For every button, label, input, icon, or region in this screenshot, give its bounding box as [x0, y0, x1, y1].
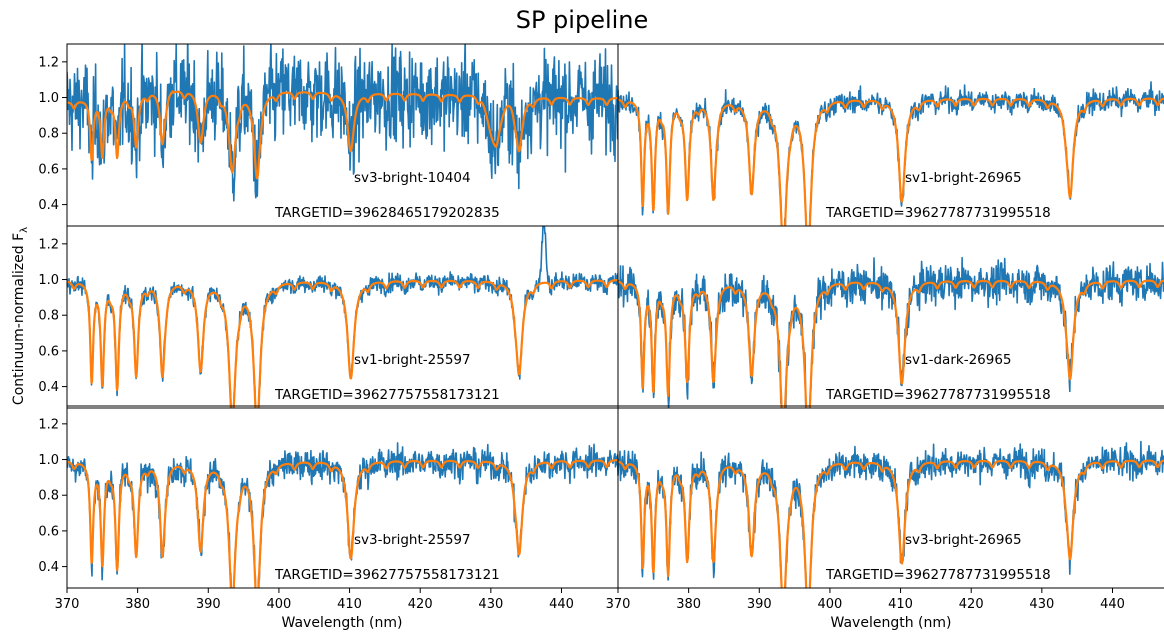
- panel-sv3-bright-26965: sv3-bright-26965 TARGETID=396277877319955…: [606, 405, 1164, 612]
- y-tick-label: 0.6: [38, 162, 59, 177]
- y-axis-label: Continuum-normalized Fλ: [11, 227, 30, 405]
- x-tick-label: 440: [1100, 597, 1125, 612]
- x-axis-label-right: Wavelength (nm): [831, 615, 952, 631]
- y-tick-label: 0.8: [38, 127, 59, 142]
- x-tick-label: 370: [55, 597, 80, 612]
- y-axis-label-main: Continuum-normalized F: [11, 233, 27, 405]
- model-spectrum-sv3-bright-10404: [67, 90, 618, 180]
- model-spectrum-sv1-bright-25597: [67, 279, 618, 408]
- model-spectrum-sv3-bright-25597: [67, 459, 618, 588]
- x-tick-label: 390: [747, 597, 772, 612]
- panel-sv3-bright-25597: sv3-bright-25597 TARGETID=396277575581731…: [38, 405, 619, 612]
- panel-sv1-bright-26965: sv1-bright-26965 TARGETID=396277877319955…: [617, 43, 1164, 227]
- panel-targetid: TARGETID=39627757558173121: [274, 567, 500, 583]
- x-tick-label: 400: [818, 597, 843, 612]
- x-tick-label: 440: [549, 597, 574, 612]
- model-spectrum-sv1-dark-26965: [618, 279, 1164, 408]
- model-spectrum-sv1-bright-26965: [618, 97, 1164, 226]
- figure-title: SP pipeline: [516, 6, 649, 34]
- x-tick-label: 380: [676, 597, 701, 612]
- y-tick-label: 1.2: [38, 55, 59, 70]
- y-tick-label: 0.8: [38, 309, 59, 324]
- y-tick-label: 0.4: [38, 560, 59, 575]
- panel-frame: [617, 405, 1164, 589]
- panel-sv1-bright-25597: sv1-bright-25597 TARGETID=396277575581731…: [38, 225, 619, 409]
- y-tick-label: 0.4: [38, 198, 59, 213]
- panel-targetid: TARGETID=39627787731995518: [825, 205, 1051, 221]
- panel-targetid: TARGETID=39627787731995518: [825, 567, 1051, 583]
- observed-spectrum-sv3-bright-26965: [618, 440, 1164, 588]
- panel-sv1-dark-26965: sv1-dark-26965 TARGETID=39627787731995518: [617, 225, 1164, 409]
- panel-frame: [66, 225, 619, 409]
- model-spectrum-sv3-bright-26965: [618, 459, 1164, 588]
- y-tick-label: 1.2: [38, 417, 59, 432]
- panels-group: sv3-bright-10404 TARGETID=396284651792028…: [38, 43, 1164, 612]
- panel-frame: [617, 43, 1164, 227]
- panel-targetid: TARGETID=39627787731995518: [825, 387, 1051, 403]
- y-tick-label: 0.8: [38, 489, 59, 504]
- y-tick-label: 0.4: [38, 380, 59, 395]
- panel-sv3-bright-10404: sv3-bright-10404 TARGETID=396284651792028…: [38, 43, 619, 227]
- x-tick-label: 410: [888, 597, 913, 612]
- x-tick-label: 370: [606, 597, 631, 612]
- y-tick-label: 1.0: [38, 273, 59, 288]
- y-tick-label: 1.2: [38, 237, 59, 252]
- y-tick-label: 1.0: [38, 453, 59, 468]
- panel-label: sv3-bright-10404: [354, 170, 471, 186]
- y-tick-label: 1.0: [38, 91, 59, 106]
- panel-frame: [617, 225, 1164, 409]
- x-tick-label: 420: [408, 597, 433, 612]
- observed-spectrum-sv1-dark-26965: [618, 256, 1164, 408]
- x-tick-label: 430: [1029, 597, 1054, 612]
- y-tick-label: 0.6: [38, 344, 59, 359]
- x-axis-label-left: Wavelength (nm): [282, 615, 403, 631]
- panel-label: sv1-dark-26965: [905, 352, 1012, 368]
- panel-targetid: TARGETID=39627757558173121: [274, 387, 500, 403]
- y-tick-label: 0.6: [38, 524, 59, 539]
- x-tick-label: 430: [478, 597, 503, 612]
- x-tick-label: 400: [267, 597, 292, 612]
- panel-frame: [66, 405, 619, 589]
- x-tick-label: 420: [959, 597, 984, 612]
- x-tick-label: 390: [196, 597, 221, 612]
- panel-label: sv1-bright-25597: [354, 352, 471, 368]
- x-tick-label: 380: [125, 597, 150, 612]
- panel-label: sv3-bright-26965: [905, 532, 1022, 548]
- panel-label: sv3-bright-25597: [354, 532, 471, 548]
- y-axis-label-sub: λ: [19, 227, 30, 233]
- observed-spectrum-sv3-bright-10404: [67, 44, 618, 202]
- x-tick-label: 410: [337, 597, 362, 612]
- panel-label: sv1-bright-26965: [905, 170, 1022, 186]
- panel-targetid: TARGETID=39628465179202835: [274, 205, 500, 221]
